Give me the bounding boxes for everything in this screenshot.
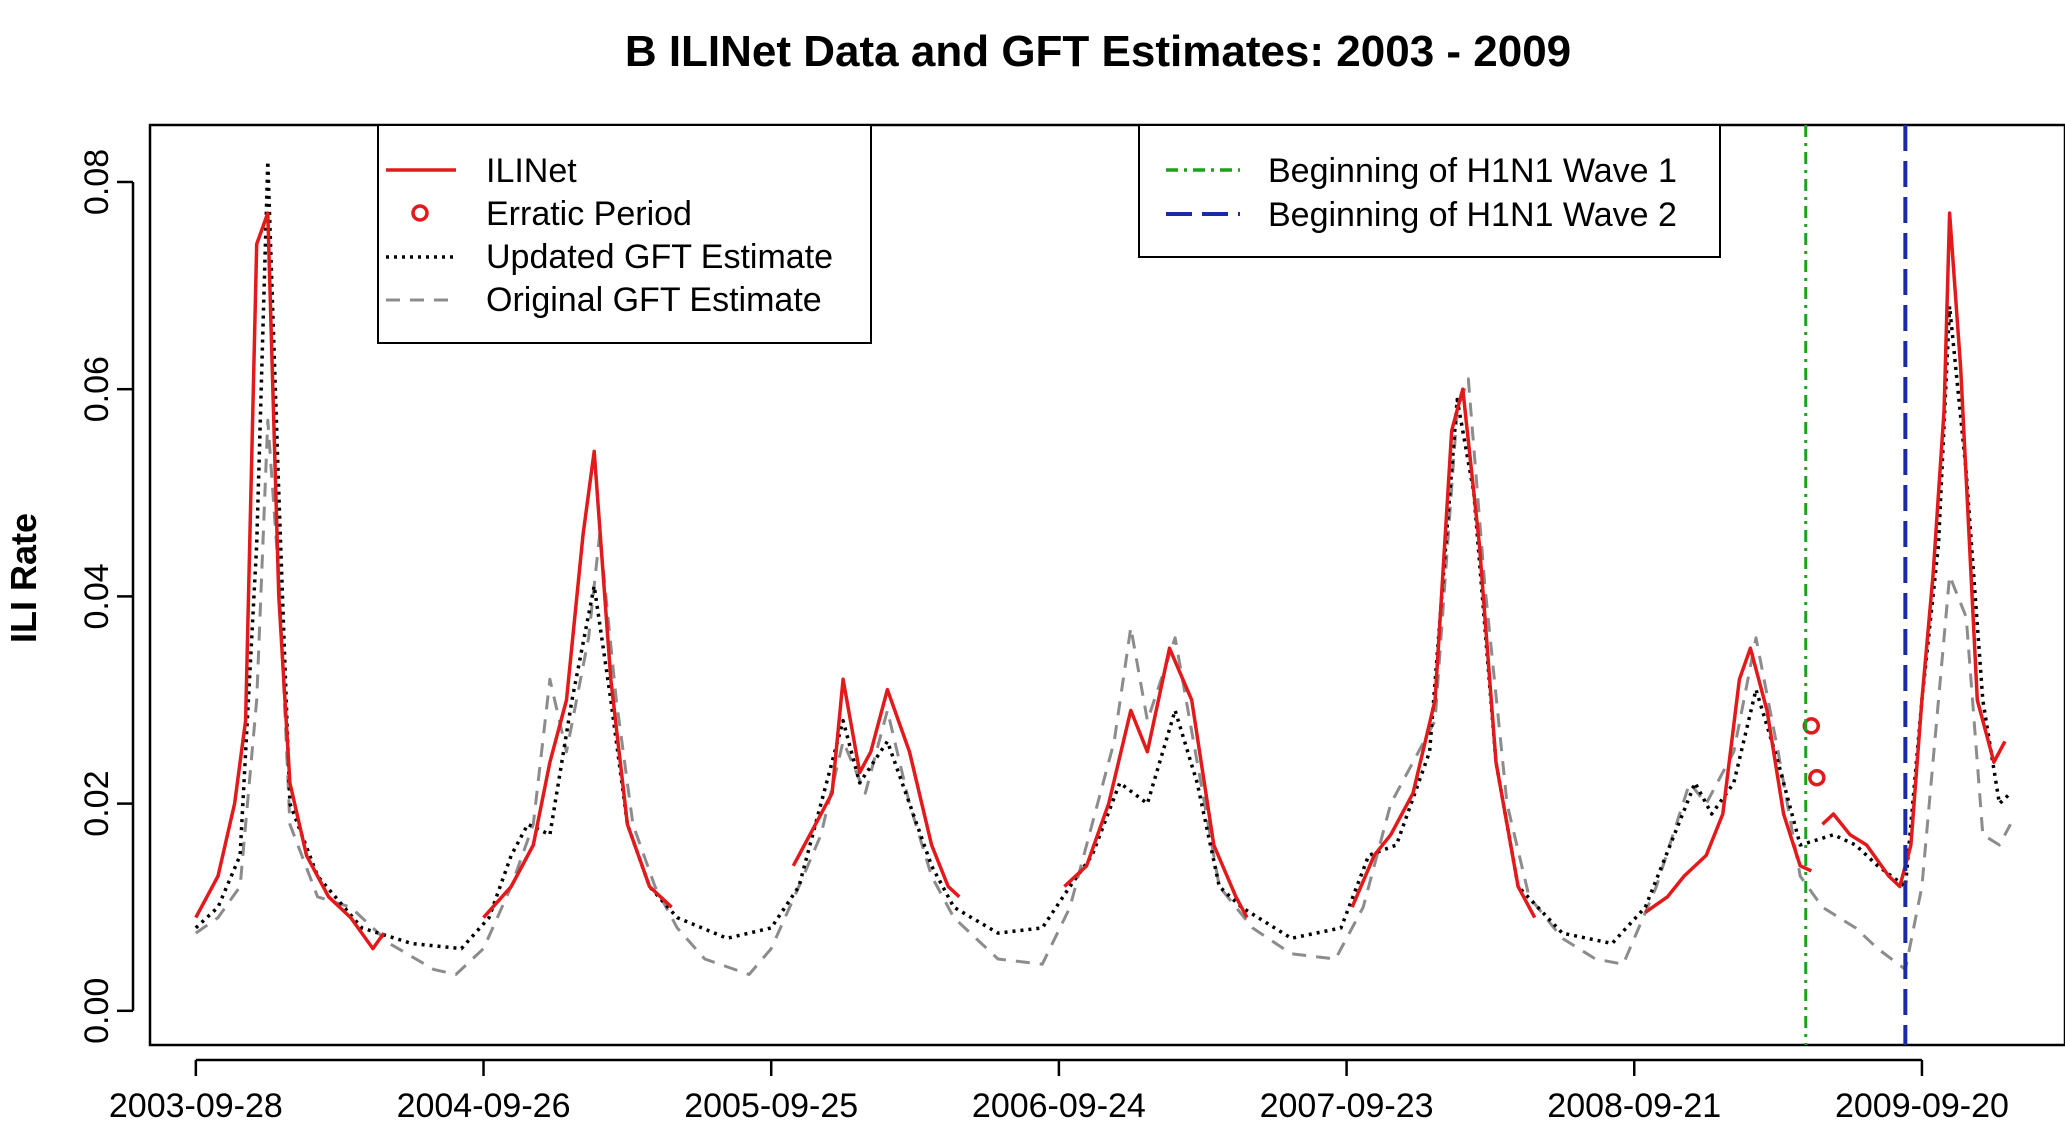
legend-left: ILINet Erratic Period Updated GFT Estima… <box>377 124 872 344</box>
legend-entry-wave2: Beginning of H1N1 Wave 2 <box>1268 196 1677 234</box>
series-ilinet-line <box>1644 646 1813 914</box>
legend-entry-updated-gft: Updated GFT Estimate <box>486 238 833 276</box>
y-tick-label: 0.04 <box>78 563 116 629</box>
legend-left-box <box>377 124 872 344</box>
series-ilinet-line <box>1350 387 1537 919</box>
series-erratic-period-point <box>1808 768 1826 787</box>
legend-entry-original-gft: Original GFT Estimate <box>486 281 822 319</box>
legend-entry-erratic: Erratic Period <box>486 195 692 233</box>
series-ilinet-line <box>194 211 386 951</box>
legend-entry-ilinet: ILINet <box>486 152 577 190</box>
series-ilinet-line <box>791 677 961 899</box>
chart-title: B ILINet Data and GFT Estimates: 2003 - … <box>625 27 1571 76</box>
legend-right: Beginning of H1N1 Wave 1 Beginning of H1… <box>1138 124 1721 258</box>
x-tick-label: 2008-09-21 <box>1547 1087 1721 1125</box>
y-tick-label: 0.02 <box>78 771 116 837</box>
y-tick-label: 0.00 <box>78 978 116 1044</box>
legend-entry-wave1: Beginning of H1N1 Wave 1 <box>1268 152 1677 190</box>
y-axis-label: ILI Rate <box>3 513 44 643</box>
x-tick-label: 2007-09-23 <box>1260 1087 1434 1125</box>
x-tick-label: 2005-09-25 <box>684 1087 858 1125</box>
series-original-gft-estimate-line <box>194 377 2012 976</box>
y-tick-label: 0.08 <box>78 149 116 215</box>
series-ilinet-line <box>1063 646 1249 919</box>
x-tick-label: 2004-09-26 <box>397 1087 571 1125</box>
legend-right-box <box>1138 124 1721 258</box>
plot-frame <box>148 123 2065 1047</box>
series-ilinet-line <box>1821 211 2007 889</box>
x-tick-label: 2003-09-28 <box>109 1087 283 1125</box>
x-tick-label: 2006-09-24 <box>972 1087 1146 1125</box>
series-ilinet-line <box>482 449 673 919</box>
legend-erratic-swatch <box>411 204 429 222</box>
x-tick-label: 2009-09-20 <box>1835 1087 2009 1125</box>
y-tick-label: 0.06 <box>78 356 116 422</box>
series-updated-gft-estimate-line <box>194 159 2012 951</box>
